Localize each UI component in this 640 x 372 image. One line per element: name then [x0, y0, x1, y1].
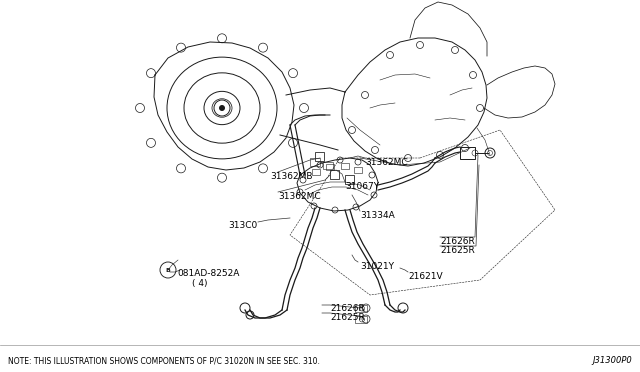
- Bar: [323, 162, 333, 169]
- Text: 31067Y: 31067Y: [345, 182, 379, 191]
- Text: 21625R: 21625R: [330, 313, 365, 322]
- Text: 31362MC: 31362MC: [278, 192, 321, 201]
- Bar: [312, 169, 320, 175]
- Bar: [326, 164, 334, 170]
- Text: 31362MC: 31362MC: [365, 158, 408, 167]
- Bar: [315, 152, 324, 161]
- Text: 21626R: 21626R: [330, 304, 365, 313]
- Bar: [355, 316, 367, 323]
- Text: 313C0: 313C0: [228, 221, 257, 230]
- Text: 21625R: 21625R: [440, 246, 475, 255]
- Bar: [330, 170, 339, 179]
- Bar: [354, 167, 362, 173]
- Text: 21621V: 21621V: [408, 272, 443, 281]
- Text: NOTE: THIS ILLUSTRATION SHOWS COMPONENTS OF P/C 31020N IN SEE SEC. 310.: NOTE: THIS ILLUSTRATION SHOWS COMPONENTS…: [8, 356, 320, 365]
- Text: 31362MB: 31362MB: [270, 172, 312, 181]
- Bar: [355, 305, 367, 312]
- Text: 21626R: 21626R: [440, 237, 475, 246]
- Text: 31021Y: 31021Y: [360, 262, 394, 271]
- Text: B: B: [166, 267, 170, 273]
- Bar: [460, 147, 475, 159]
- Circle shape: [219, 105, 225, 111]
- Text: 081AD-8252A: 081AD-8252A: [177, 269, 239, 278]
- Bar: [341, 163, 349, 169]
- Bar: [310, 158, 320, 166]
- Bar: [345, 175, 354, 184]
- Text: 31334A: 31334A: [360, 211, 395, 220]
- Text: ( 4): ( 4): [192, 279, 207, 288]
- Text: J31300P0: J31300P0: [592, 356, 632, 365]
